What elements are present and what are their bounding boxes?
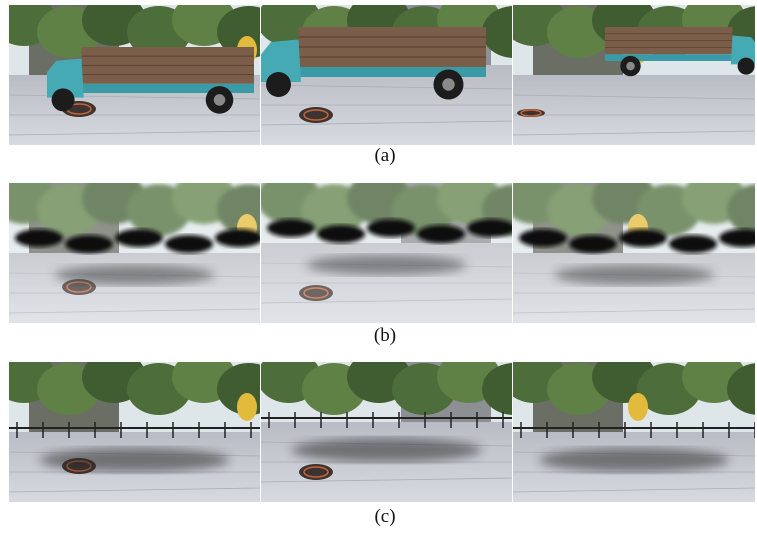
image-panel [0,0,281,145]
artifact-blob [65,235,113,253]
shadow-smear [307,255,467,275]
haze [261,183,512,323]
figure: (a) (b) (c) [0,0,757,534]
caption-label: (c) [374,506,395,527]
wheel [738,58,755,75]
haze [513,183,755,323]
artifact-blob [669,235,717,253]
image-panel [0,351,281,502]
artifact-blob [317,225,365,243]
image-panel [502,351,757,502]
shadow-smear [55,265,215,285]
hub [442,78,455,91]
umbrella [628,393,648,421]
hub [214,94,226,106]
image-panel [502,0,757,145]
artifact-blob [519,229,567,247]
image-panel [257,0,546,145]
umbrella [237,393,257,421]
artifact-blob [467,219,515,237]
artifact-blob [367,219,415,237]
shadow-smear [40,448,230,472]
image-panel [257,351,546,502]
hub [626,62,635,70]
artifact-blob [215,229,263,247]
artifact-blob [15,229,63,247]
artifact-blob [267,219,315,237]
artifact-blob [165,235,213,253]
shadow-smear [554,265,714,285]
caption-label: (b) [374,325,396,346]
wheel [266,72,291,97]
wheel [52,88,75,111]
image-panel [502,172,757,323]
artifact-blob [569,235,617,253]
panels [0,0,757,502]
artifact-blob [417,225,465,243]
image-panel [0,172,281,323]
artifact-blob [115,229,163,247]
haze [9,183,260,323]
caption-label: (a) [374,145,395,166]
shadow-smear [292,438,482,462]
shadow-smear [539,448,729,472]
image-panel [257,172,546,323]
artifact-blob [619,229,667,247]
